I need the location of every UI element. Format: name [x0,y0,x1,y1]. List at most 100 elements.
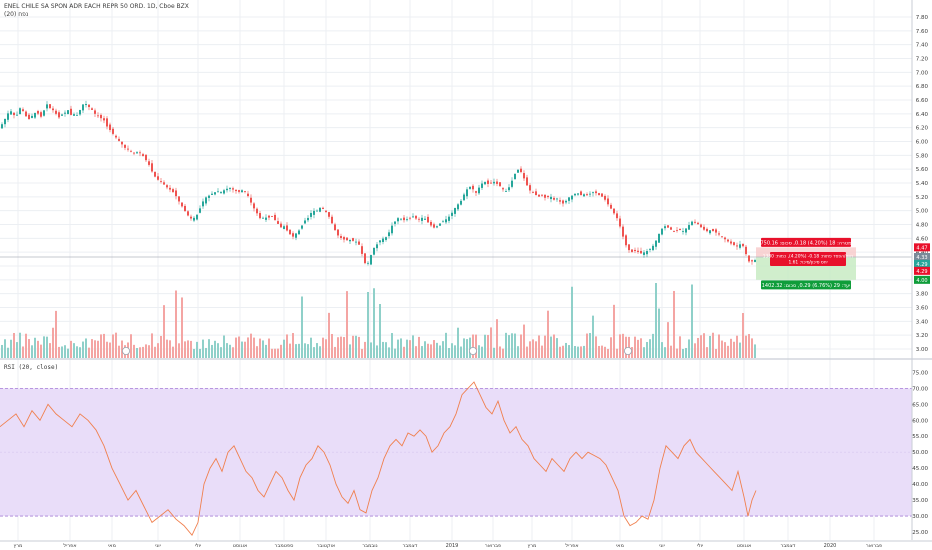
candle-body [613,208,615,214]
dividend-marker-icon[interactable] [624,346,633,355]
candle-body [55,110,57,114]
candle-body [130,150,132,152]
candle-body [109,124,111,130]
candle-body [535,191,537,196]
position-tool[interactable]: מטרה: 18 (4.20%) 0.18, סכום: 750.16 רווח/… [0,237,912,290]
candle-body [754,260,756,262]
volume-bar [298,343,300,358]
candles[interactable] [1,100,756,266]
candle-body [475,191,477,193]
volume-bar [148,345,150,358]
candle-body [430,221,432,226]
candle-body [190,216,192,219]
volume-bars [1,283,756,358]
symbol-title[interactable]: ENEL CHILE SA SPON ADR EACH REPR 50 ORD.… [4,3,189,10]
dividend-marker-icon[interactable] [468,346,477,355]
candle-body [385,237,387,240]
volume-bar [232,347,234,358]
candle-body [322,207,324,209]
price-tag-last [914,259,930,268]
volume-bar [322,337,324,358]
candle-body [52,108,54,111]
candle-body [46,104,48,109]
volume-bar [592,315,594,358]
candle-body [1,124,3,129]
volume-bar [706,347,708,358]
candle-body [133,152,135,154]
volume-bar [478,345,480,358]
candle-body [364,253,366,264]
price-tick-label: 7.20 [916,56,929,62]
candle-body [457,204,459,210]
volume-bar [208,339,210,358]
candle-body [307,217,309,221]
volume-bar [7,347,9,358]
volume-bar [52,327,54,358]
volume-bar [337,337,339,358]
volume-bar [154,346,156,358]
volume-bar [70,340,72,358]
candle-body [181,202,183,207]
candle-body [184,205,186,212]
time-tick-label: יולי [195,543,201,549]
candle-body [19,108,21,115]
volume-bar [268,338,270,358]
candle-body [88,104,90,108]
candle-body [202,201,204,207]
price-tag-stop-text: 4.47 [916,245,927,251]
candle-body [100,114,102,119]
volume-bar [178,343,180,358]
candle-body [592,192,594,194]
candle-body [196,214,198,220]
volume-bar [76,346,78,358]
candle-body [85,104,87,106]
candle-body [352,238,354,241]
volume-bar [91,339,93,358]
volume-bar [136,348,138,358]
candle-body [700,224,702,228]
price-tag-target-text: 4.00 [916,278,927,284]
candle-body [448,216,450,221]
volume-bar [13,332,15,358]
volume-bar [622,333,624,358]
volume-bar [211,344,213,358]
rsi-tick-label: 45.00 [912,466,928,472]
volume-bar [523,324,525,358]
rsi-tick-label: 40.00 [912,482,928,488]
candle-body [151,163,153,172]
candle-body [316,210,318,212]
candle-body [355,241,357,243]
candle-body [550,196,552,200]
volume-bar [31,345,33,358]
candle-body [553,197,555,200]
volume-bar [403,346,405,358]
volume-bar [256,346,258,358]
volume-bar [754,344,756,358]
dividend-marker-icon[interactable] [122,346,131,355]
volume-bar [439,345,441,358]
candle-body [748,255,750,262]
time-tick-label: אוגוסט [737,543,752,549]
volume-bar [169,340,171,358]
price-tick-label: 7.80 [916,15,929,21]
candle-body [145,154,147,161]
volume-bar [214,340,216,358]
position-target-label-text: יעד: 29 (6.76%) 0.29, סכום: 1402.32 [762,283,850,289]
price-tag-entry [914,253,930,262]
candle-body [175,190,177,197]
candle-body [394,221,396,224]
volume-bar [688,339,690,358]
candle-body [28,114,30,120]
candle-body [148,161,150,165]
volume-bar [493,347,495,358]
candle-body [124,144,126,148]
volume-bar [190,340,192,358]
candle-body [301,225,303,229]
candle-body [466,189,468,197]
volume-bar [109,342,111,358]
volume-bar [115,332,117,358]
volume-bar [436,342,438,358]
volume-bar [475,334,477,358]
volume-bar [376,345,378,358]
